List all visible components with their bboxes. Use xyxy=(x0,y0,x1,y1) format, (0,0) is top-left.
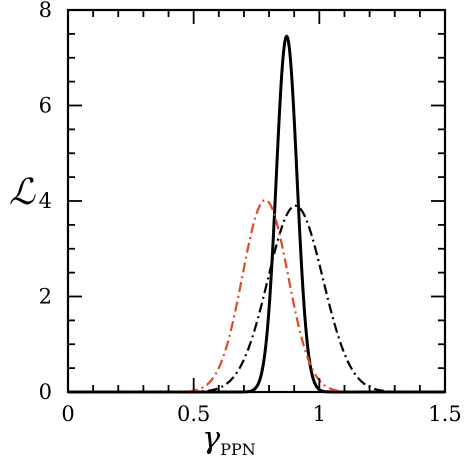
y-tick-label: 6 xyxy=(39,94,52,118)
series-line-1 xyxy=(67,34,446,394)
plot-border xyxy=(66,8,447,394)
x-tick-label: 0.5 xyxy=(177,402,210,426)
y-tick-label: 4 xyxy=(39,189,52,213)
series-curves xyxy=(67,34,446,394)
tick-labels: 0 0.5 1 1.5 0 2 4 6 8 xyxy=(39,0,462,426)
y-tick-label: 0 xyxy=(39,380,52,404)
series-line-3 xyxy=(67,198,446,394)
series-line-2 xyxy=(67,204,446,394)
y-axis-label: ℒ xyxy=(9,172,36,213)
y-tick-label: 2 xyxy=(39,285,52,309)
plot-frame xyxy=(66,8,447,394)
y-tick-label: 8 xyxy=(39,0,52,22)
x-tick-label: 1 xyxy=(313,402,326,426)
x-axis-symbol: γ xyxy=(202,421,220,456)
x-tick-label: 0 xyxy=(61,402,74,426)
x-tick-label: 1.5 xyxy=(428,402,461,426)
x-axis-label: γPPN xyxy=(202,421,255,459)
x-axis-subscript: PPN xyxy=(220,440,256,459)
axis-ticks xyxy=(67,9,446,393)
